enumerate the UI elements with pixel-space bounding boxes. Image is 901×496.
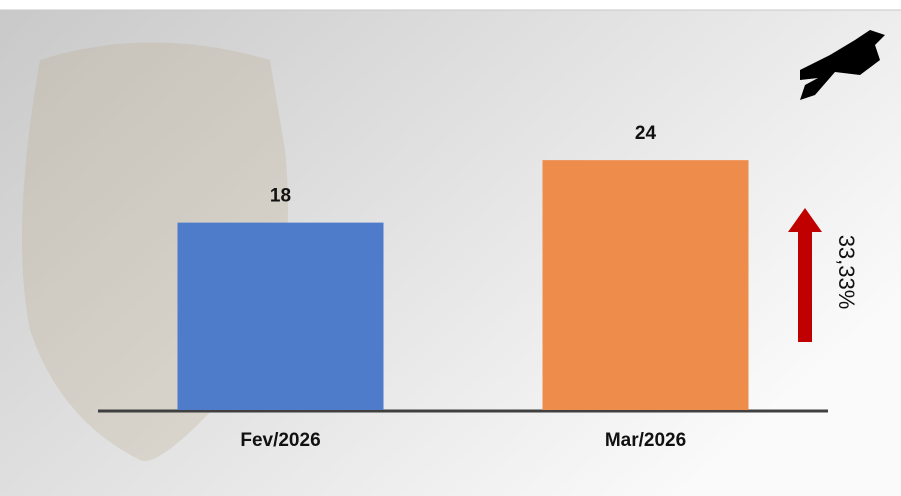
value-label: 24: [635, 123, 657, 144]
growth-arrow: [788, 208, 822, 342]
value-label: 18: [270, 186, 291, 207]
x-tick-label: Fev/2026: [240, 430, 320, 451]
annotation: 33,33%: [834, 235, 859, 310]
x-tick-label: Mar/2026: [605, 430, 686, 451]
background: [0, 10, 901, 496]
bar: [177, 222, 384, 410]
bar: [542, 160, 749, 410]
person-icon: [800, 30, 885, 100]
